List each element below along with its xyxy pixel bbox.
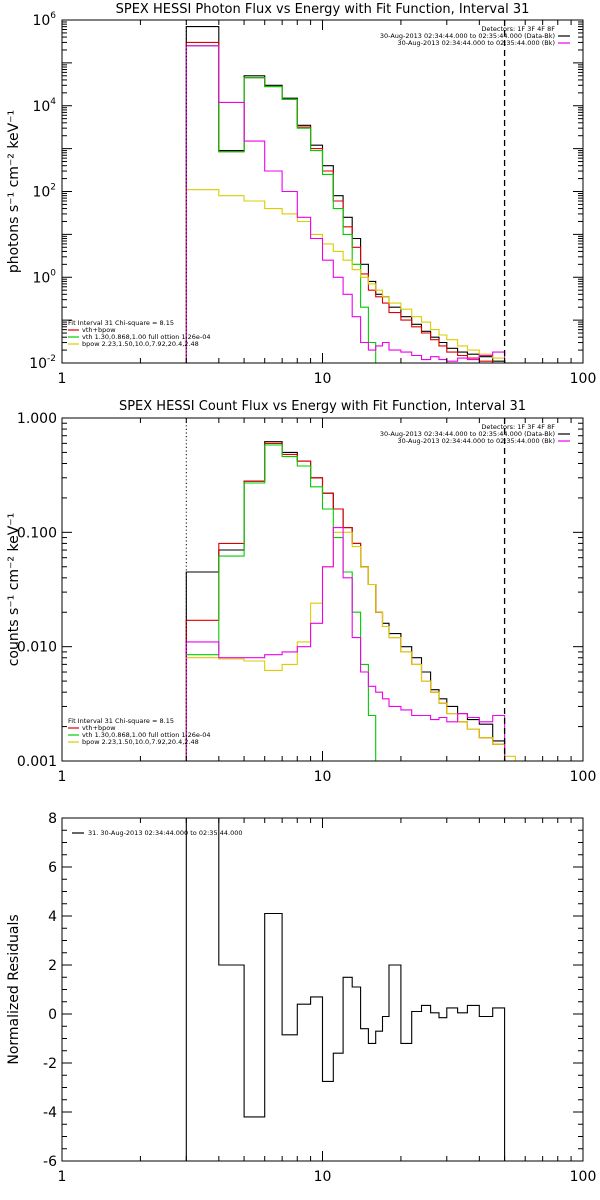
chart-title: SPEX HESSI Photon Flux vs Energy with Fi… bbox=[116, 2, 530, 17]
legend-bk: 30-Aug-2013 02:34:44.000 to 02:35:44.000… bbox=[398, 437, 555, 445]
legend-bk: 30-Aug-2013 02:34:44.000 to 02:35:44.000… bbox=[398, 39, 555, 47]
chart-title: SPEX HESSI Count Flux vs Energy with Fit… bbox=[119, 399, 526, 414]
plot-area bbox=[186, 442, 525, 772]
x-tick-label: 1 bbox=[58, 1169, 67, 1185]
series-line-bpow bbox=[186, 532, 525, 766]
y-tick-label: 10-2 bbox=[29, 354, 56, 372]
y-tick-label: 0.001 bbox=[17, 754, 57, 770]
residuals-panel: 1 10 100 -6 -4 -2 0 2 4 6 8 Normalized Residuals 31.… bbox=[6, 811, 596, 1185]
x-tick-label: 10 bbox=[314, 371, 332, 387]
y-tick-label: 8 bbox=[48, 811, 57, 827]
series-line-background bbox=[186, 46, 504, 363]
series-line-total bbox=[186, 27, 504, 363]
y-tick-label: 0.010 bbox=[17, 640, 57, 656]
y-axis-label: counts s⁻¹ cm⁻² keV⁻¹ bbox=[6, 513, 22, 667]
series-line-vth bbox=[186, 46, 504, 363]
x-tick-label: 100 bbox=[570, 1169, 597, 1185]
legend-interval: 31. 30-Aug-2013 02:34:44.000 to 02:35:44… bbox=[88, 829, 243, 837]
y-tick-label: 1.000 bbox=[17, 411, 57, 427]
y-tick-label: 102 bbox=[32, 183, 56, 201]
y-tick-label: 4 bbox=[48, 909, 57, 925]
series-line-vth bbox=[186, 445, 382, 772]
x-tick-label: 100 bbox=[570, 769, 597, 785]
y-tick-label: 104 bbox=[32, 97, 56, 115]
count-flux-panel: SPEX HESSI Count Flux vs Energy with Fit… bbox=[6, 399, 596, 785]
x-tick-label: 100 bbox=[570, 371, 597, 387]
y-tick-label: -6 bbox=[43, 1154, 57, 1170]
legend-entry: bpow 2.23,1.50,10.0,7.92,20.4,2.48 bbox=[82, 340, 199, 348]
plot-area bbox=[186, 818, 504, 1161]
series-line-background bbox=[186, 528, 504, 761]
x-tick-label: 1 bbox=[58, 769, 67, 785]
y-tick-label: 100 bbox=[32, 268, 56, 286]
y-axis-label: Normalized Residuals bbox=[6, 914, 22, 1064]
legend-entry: bpow 2.23,1.50,10.0,7.92,20.4,2.48 bbox=[82, 738, 199, 746]
x-tick-label: 10 bbox=[314, 769, 332, 785]
y-tick-label: 0 bbox=[48, 1007, 57, 1023]
y-tick-label: 2 bbox=[48, 958, 57, 974]
y-tick-label: 0.100 bbox=[17, 525, 57, 541]
y-tick-label: 6 bbox=[48, 860, 57, 876]
series-line-bpow bbox=[186, 190, 504, 363]
x-tick-label: 10 bbox=[314, 1169, 332, 1185]
series-line-data bbox=[186, 818, 504, 1161]
photon-flux-panel: SPEX HESSI Photon Flux vs Energy with Fi… bbox=[6, 2, 596, 387]
plot-area bbox=[186, 27, 504, 363]
y-tick-label: 106 bbox=[32, 11, 56, 29]
y-tick-label: -4 bbox=[43, 1105, 57, 1121]
y-tick-label: -2 bbox=[43, 1056, 57, 1072]
series-line-fit bbox=[186, 42, 504, 363]
x-tick-label: 1 bbox=[58, 371, 67, 387]
y-axis-label: photons s⁻¹ cm⁻² keV⁻¹ bbox=[6, 110, 22, 273]
